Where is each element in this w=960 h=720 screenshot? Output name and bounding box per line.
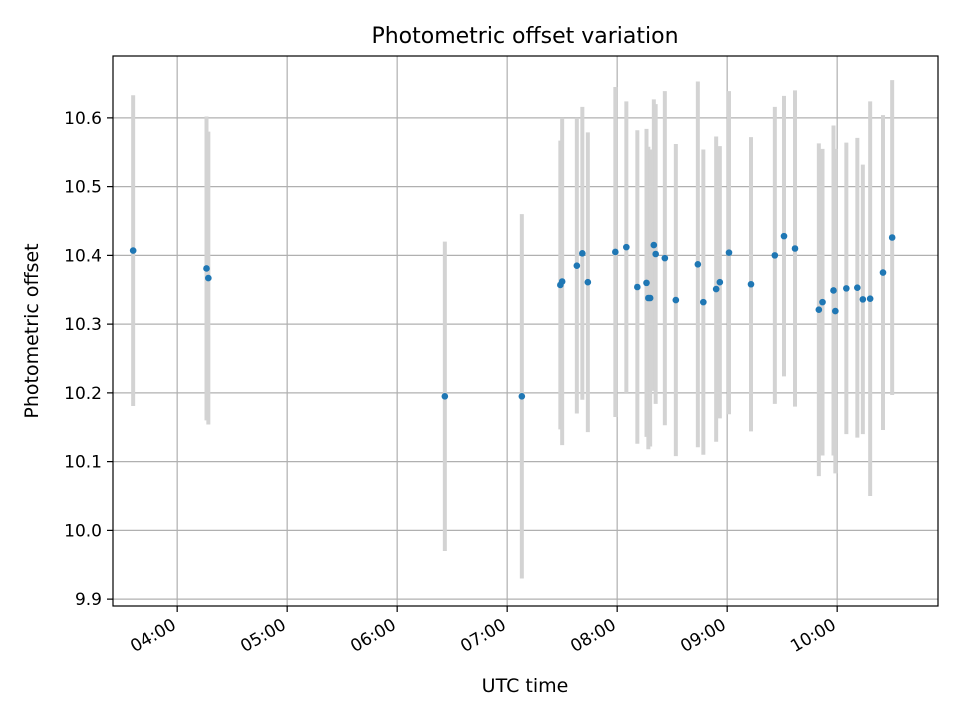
point-layer [129, 232, 896, 400]
y-tick-label: 10.0 [64, 521, 102, 541]
data-point [791, 245, 799, 252]
y-tick-label: 10.1 [64, 453, 102, 473]
data-point [518, 393, 526, 400]
data-point [747, 280, 755, 288]
data-point [879, 269, 887, 276]
data-point [819, 298, 826, 306]
data-point [623, 243, 630, 251]
data-point [661, 254, 669, 262]
y-tick-label: 10.3 [64, 315, 102, 335]
data-point [780, 232, 788, 240]
data-point [771, 252, 779, 259]
data-point [700, 298, 707, 306]
data-point [612, 248, 619, 256]
chart-title: Photometric offset variation [371, 24, 678, 49]
plot-frame [112, 55, 939, 607]
data-point [634, 283, 641, 291]
y-tick-label: 10.6 [64, 109, 102, 129]
data-point [832, 307, 839, 315]
data-point [672, 296, 680, 304]
data-point [712, 285, 720, 293]
data-point [859, 296, 867, 303]
y-tick-label: 10.4 [64, 246, 102, 266]
data-point [815, 306, 823, 313]
data-point [558, 278, 566, 285]
y-axis-label: Photometric offset [21, 243, 43, 418]
data-point [579, 250, 586, 257]
data-point [830, 287, 837, 294]
data-point [866, 295, 874, 302]
data-point [646, 294, 654, 302]
y-tick-label: 10.5 [64, 178, 102, 198]
data-point [441, 393, 449, 400]
data-point [584, 278, 592, 286]
y-tick-label: 9.9 [75, 590, 102, 610]
data-point [650, 241, 658, 249]
data-point [843, 285, 850, 292]
data-point [129, 247, 137, 254]
data-point [716, 278, 724, 286]
data-point [652, 250, 659, 258]
x-axis-label: UTC time [482, 675, 569, 697]
data-point [643, 279, 650, 287]
data-point [694, 261, 702, 268]
data-point [573, 262, 581, 269]
data-point [888, 234, 896, 241]
data-point [854, 284, 861, 291]
data-point [205, 274, 212, 282]
data-point [725, 249, 733, 256]
y-tick-label: 10.2 [64, 384, 102, 404]
data-point [203, 265, 210, 272]
